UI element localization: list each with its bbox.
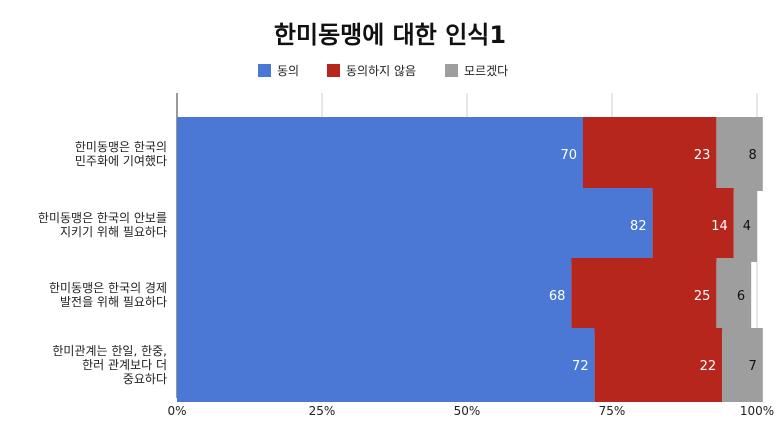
x-tick-label: 50% <box>454 404 481 418</box>
data-label: 25 <box>694 289 711 304</box>
data-label: 72 <box>572 359 589 374</box>
legend-label: 동의하지 않음 <box>346 64 416 78</box>
data-label: 22 <box>700 359 717 374</box>
data-label: 14 <box>711 219 728 234</box>
bar-segment <box>177 258 572 332</box>
category-label: 한미동맹은 한국의 안보를 지키기 위해 필요하다 <box>38 211 167 239</box>
category-label: 한미동맹은 한국의 경제 발전을 위해 필요하다 <box>49 281 167 309</box>
chart-title: 한미동맹에 대한 인식1 <box>274 21 506 49</box>
category-label-line: 한미동맹은 한국의 안보를 <box>38 211 167 225</box>
category-label-line: 한미동맹은 한국의 경제 <box>49 281 167 295</box>
bar-segment <box>722 328 763 402</box>
legend-label: 모르겠다 <box>464 64 508 78</box>
data-label: 23 <box>694 148 711 163</box>
bar-segment <box>177 117 583 191</box>
bar-segment <box>716 117 763 191</box>
bar-segment <box>733 188 757 262</box>
category-label-line: 지키기 위해 필요하다 <box>60 225 167 239</box>
legend-swatch <box>327 64 340 77</box>
x-axis-ticks: 0% 25% 50% 75% 100% <box>167 404 774 418</box>
bar-segment <box>594 328 723 402</box>
data-label: 68 <box>549 289 566 304</box>
legend-swatch <box>258 64 271 77</box>
legend-label: 동의 <box>277 64 299 78</box>
bar-segment <box>652 188 734 262</box>
category-label-line: 한러 관계보다 더 <box>82 358 167 372</box>
chart-legend: 동의 동의하지 않음 모르겠다 <box>258 64 508 78</box>
x-tick-label: 0% <box>167 404 186 418</box>
category-label-line: 중요하다 <box>123 372 167 386</box>
data-label: 8 <box>749 148 757 163</box>
x-tick-label: 25% <box>309 404 336 418</box>
category-label: 한미관계는 한일, 한중, 한러 관계보다 더 중요하다 <box>52 344 167 386</box>
x-tick-label: 75% <box>599 404 626 418</box>
data-label: 4 <box>743 219 751 234</box>
bar-segment <box>571 258 717 332</box>
data-label: 70 <box>560 148 577 163</box>
chart-bars: 70 23 8 82 14 4 68 25 6 72 22 7 <box>177 117 763 402</box>
data-label: 82 <box>630 219 647 234</box>
bar-segment <box>583 117 717 191</box>
legend-swatch <box>445 64 458 77</box>
data-label: 6 <box>737 289 745 304</box>
data-label: 7 <box>749 359 757 374</box>
category-label-line: 민주화에 기여했다 <box>75 154 167 168</box>
bar-segment <box>177 328 595 402</box>
bar-segment <box>177 188 653 262</box>
x-tick-label: 100% <box>740 404 774 418</box>
bar-segment <box>716 258 752 332</box>
category-label-line: 한미관계는 한일, 한중, <box>52 344 167 358</box>
category-label: 한미동맹은 한국의 민주화에 기여했다 <box>75 140 167 168</box>
category-label-line: 한미동맹은 한국의 <box>75 140 167 154</box>
category-label-line: 발전을 위해 필요하다 <box>60 295 167 309</box>
